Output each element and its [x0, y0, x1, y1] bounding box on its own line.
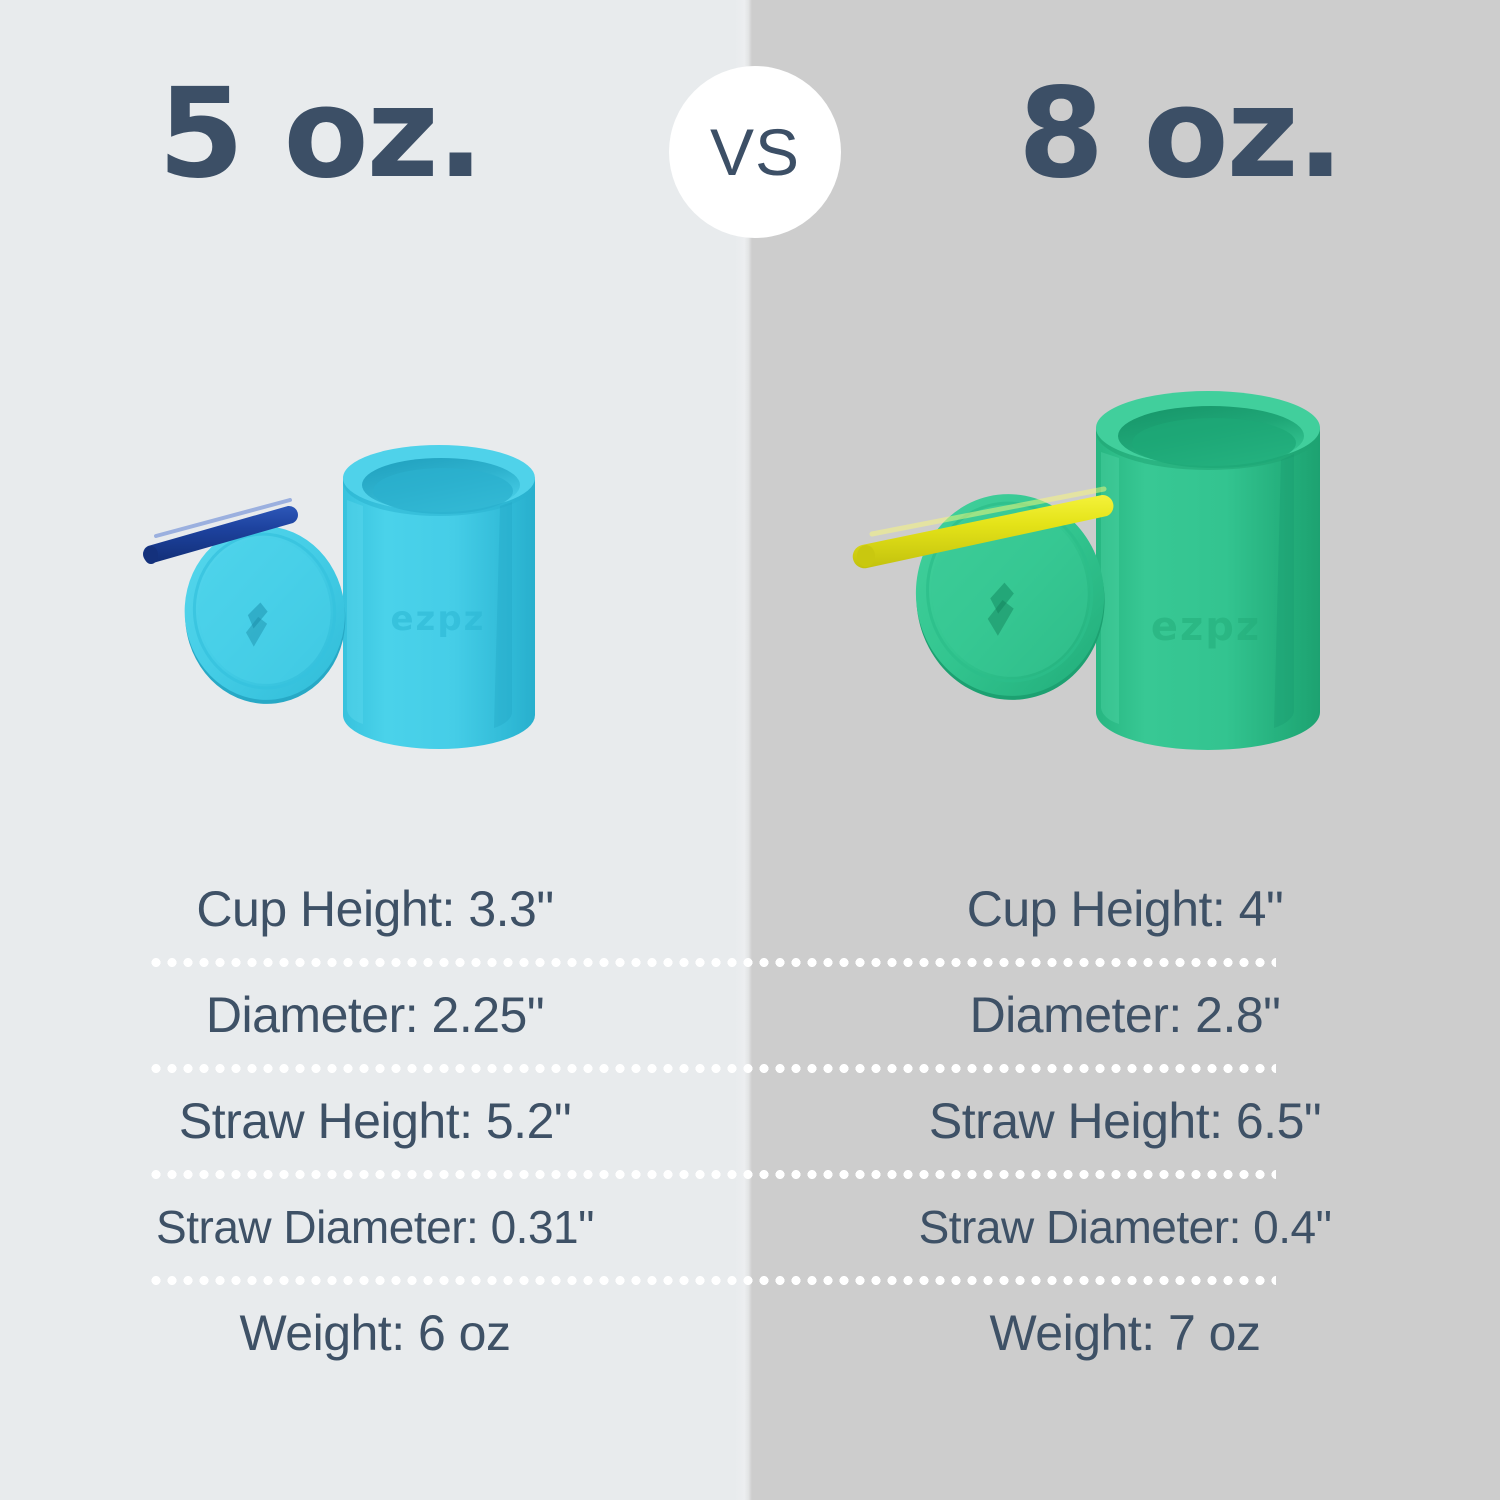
spec-comparison-table: Cup Height: 3.3" Cup Height: 4" Diameter…: [0, 856, 1500, 1386]
headings-row: 5 oz. VS 8 oz.: [0, 0, 1500, 300]
right-spec-straw-height: Straw Height: 6.5": [928, 1093, 1322, 1149]
right-size-heading: 8 oz.: [1018, 62, 1344, 206]
right-spec-cup-height: Cup Height: 4": [966, 881, 1284, 937]
left-cup-logo: ezpz: [391, 599, 486, 639]
right-spec-diameter: Diameter: 2.8": [969, 987, 1281, 1043]
product-images-row: ezpz: [0, 330, 1500, 830]
right-spec-straw-diameter: Straw Diameter: 0.4": [918, 1201, 1332, 1253]
left-lid: [184, 526, 346, 704]
left-spec-straw-diameter: Straw Diameter: 0.31": [156, 1201, 594, 1253]
left-size-heading: 5 oz.: [158, 62, 484, 206]
left-straw: [143, 498, 298, 564]
spec-separator-4: [148, 1276, 1276, 1285]
right-panel-background: [750, 0, 1500, 1500]
left-product-image: ezpz: [143, 445, 535, 749]
spec-separator-2: [148, 1064, 1276, 1073]
spec-separator-3: [148, 1170, 1276, 1179]
vs-badge-label: VS: [709, 115, 801, 189]
left-spec-straw-height: Straw Height: 5.2": [178, 1093, 572, 1149]
right-spec-weight: Weight: 7 oz: [989, 1305, 1261, 1361]
spec-row-straw-height: Straw Height: 5.2" Straw Height: 6.5": [0, 1068, 1500, 1179]
vs-badge: VS: [669, 66, 841, 238]
right-cup-logo: ezpz: [1151, 604, 1261, 650]
left-spec-weight: Weight: 6 oz: [239, 1305, 511, 1361]
spec-row-straw-diameter: Straw Diameter: 0.31" Straw Diameter: 0.…: [0, 1174, 1500, 1285]
right-product-image: ezpz: [852, 391, 1320, 750]
left-spec-diameter: Diameter: 2.25": [205, 987, 545, 1043]
left-spec-cup-height: Cup Height: 3.3": [196, 881, 554, 937]
left-panel-background: [0, 0, 750, 1500]
left-cup-body: [343, 445, 535, 749]
right-cup-body: [1096, 391, 1320, 750]
spec-row-diameter: Diameter: 2.25" Diameter: 2.8": [0, 962, 1500, 1073]
spec-row-cup-height: Cup Height: 3.3" Cup Height: 4": [0, 856, 1500, 967]
spec-separator-1: [148, 958, 1276, 967]
panel-divider: [735, 0, 752, 1500]
spec-row-weight: Weight: 6 oz Weight: 7 oz: [0, 1280, 1500, 1386]
product-illustrations: ezpz: [143, 391, 1320, 750]
right-straw: [852, 486, 1114, 569]
